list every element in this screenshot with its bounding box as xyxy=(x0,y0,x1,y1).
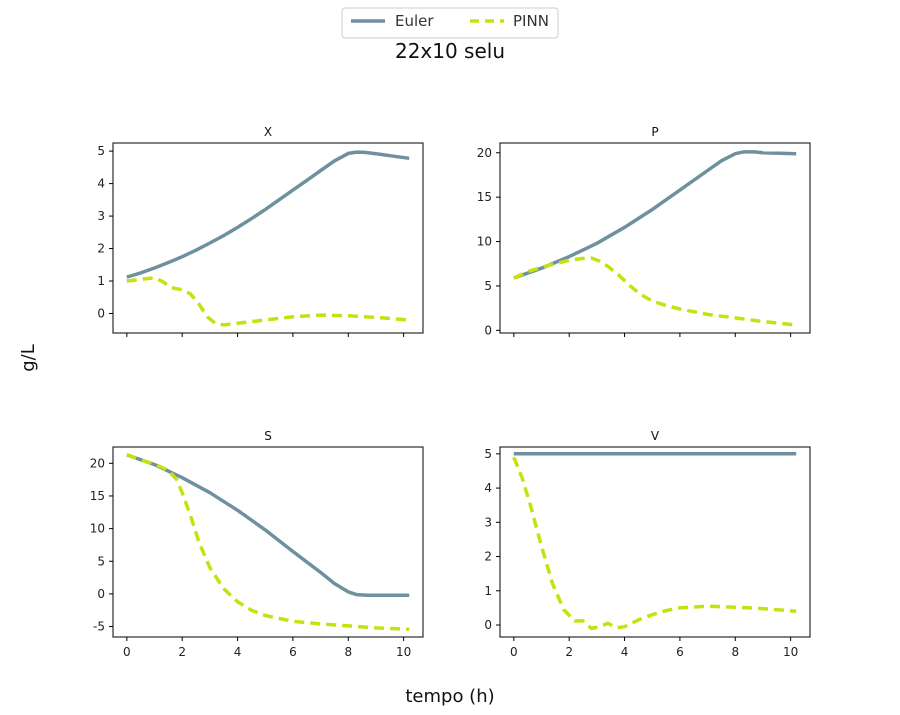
legend-box xyxy=(341,7,559,39)
plot-frame-x xyxy=(112,142,424,334)
y-tick-label-x: 0 xyxy=(97,307,105,321)
plot-frame-v xyxy=(499,446,811,638)
y-tick-label-x: 5 xyxy=(97,144,105,158)
subplot-title-p: P xyxy=(651,125,658,139)
subplot-title-s: S xyxy=(264,429,272,443)
x-tick-label-v: 2 xyxy=(565,645,573,659)
x-tick-label-v: 6 xyxy=(676,645,684,659)
plot-frame-s xyxy=(112,446,424,638)
y-tick-label-v: 5 xyxy=(484,447,492,461)
x-tick-label-s: 10 xyxy=(396,645,411,659)
y-tick-label-x: 2 xyxy=(97,242,105,256)
legend-label-pinn: PINN xyxy=(513,12,549,30)
y-tick-label-p: 15 xyxy=(477,190,492,204)
series-line-pinn-v xyxy=(512,456,797,631)
x-tick-label-s: 2 xyxy=(178,645,186,659)
series-line-euler-x xyxy=(126,150,410,279)
y-tick-label-p: 0 xyxy=(484,323,492,337)
y-tick-label-p: 20 xyxy=(477,146,492,160)
y-tick-label-v: 1 xyxy=(484,584,492,598)
y-tick-label-s: 20 xyxy=(90,456,105,470)
subplot-s: S -5 0 5 10 15 20 0 2 4 6 8 10 xyxy=(90,429,424,659)
series-line-euler-p xyxy=(513,150,797,280)
y-tick-label-p: 10 xyxy=(477,235,492,249)
y-tick-label-v: 3 xyxy=(484,515,492,529)
x-tick-label-s: 0 xyxy=(123,645,131,659)
series-line-pinn-p xyxy=(513,256,797,327)
y-tick-label-v: 4 xyxy=(484,481,492,495)
y-tick-label-x: 4 xyxy=(97,177,105,191)
y-tick-label-s: -5 xyxy=(93,620,105,634)
figure-title: 22x10 selu xyxy=(395,39,505,63)
series-line-pinn-s xyxy=(126,453,410,631)
x-tick-label-v: 4 xyxy=(621,645,629,659)
y-axis-label: g/L xyxy=(18,344,39,372)
y-tick-label-x: 1 xyxy=(97,274,105,288)
y-tick-label-s: 15 xyxy=(90,489,105,503)
y-tick-label-x: 3 xyxy=(97,209,105,223)
x-tick-label-v: 8 xyxy=(731,645,739,659)
y-tick-label-v: 2 xyxy=(484,550,492,564)
x-tick-label-s: 6 xyxy=(289,645,297,659)
y-tick-label-s: 0 xyxy=(97,587,105,601)
x-tick-label-v: 0 xyxy=(510,645,518,659)
series-line-euler-s xyxy=(126,453,410,597)
subplot-v: V 0 1 2 3 4 5 0 2 4 6 8 10 xyxy=(484,429,811,659)
series-line-pinn-x xyxy=(126,276,410,327)
x-tick-label-v: 10 xyxy=(783,645,798,659)
x-axis-label: tempo (h) xyxy=(405,686,494,707)
y-tick-label-p: 5 xyxy=(484,279,492,293)
y-tick-label-s: 10 xyxy=(90,522,105,536)
y-tick-label-s: 5 xyxy=(97,554,105,568)
subplot-title-v: V xyxy=(651,429,660,443)
plot-frame-p xyxy=(499,142,811,334)
subplot-title-x: X xyxy=(264,125,272,139)
x-tick-label-s: 8 xyxy=(344,645,352,659)
x-tick-label-s: 4 xyxy=(234,645,242,659)
y-tick-label-v: 0 xyxy=(484,618,492,632)
legend-label-euler: Euler xyxy=(395,12,434,30)
subplot-p: P 0 5 10 15 20 xyxy=(477,125,811,337)
legend: Euler PINN xyxy=(341,7,559,39)
subplot-x: X 0 1 2 3 4 5 xyxy=(97,125,424,337)
